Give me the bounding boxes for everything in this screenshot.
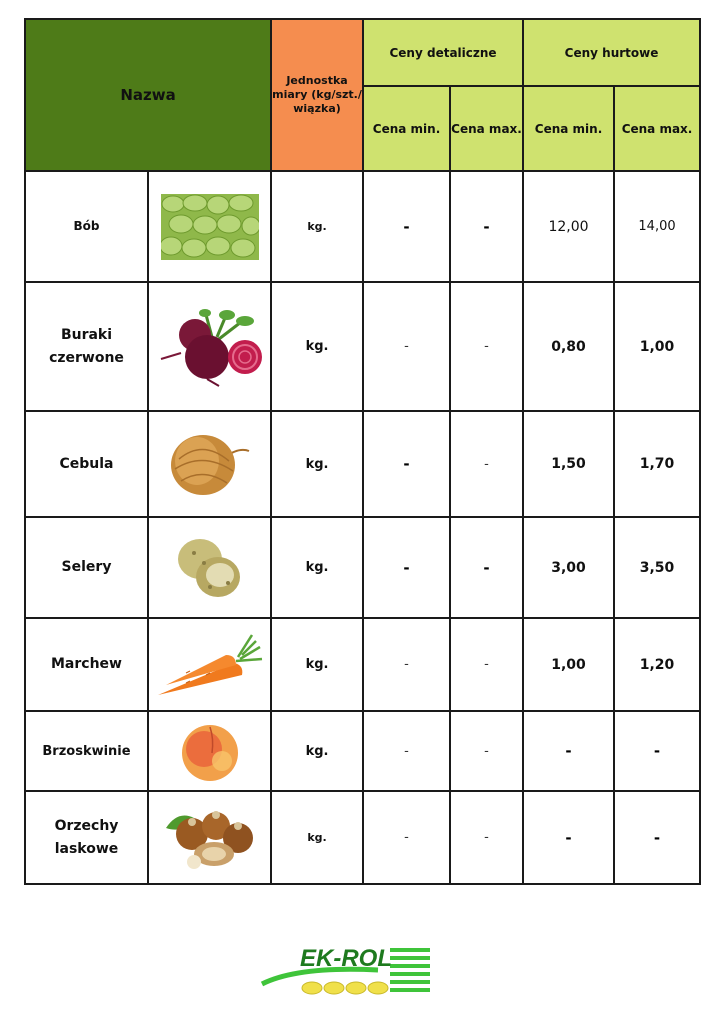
wholesale-max-header: Cena max. bbox=[613, 85, 702, 172]
unit-value: kg. bbox=[270, 710, 365, 792]
retail-max-value: - bbox=[449, 710, 525, 792]
unit-value: kg. bbox=[270, 516, 365, 619]
name-header: Nazwa bbox=[23, 18, 273, 172]
carrot-icon bbox=[146, 617, 273, 712]
product-name: Orzechy laskowe bbox=[24, 790, 149, 885]
retail-max-value: - bbox=[449, 281, 525, 412]
table-row: Orzechy laskowe kg. - - - - bbox=[24, 790, 702, 885]
table-row: Buraki czerwone kg. - - 0,80 1,00 bbox=[24, 281, 702, 412]
peach-icon bbox=[146, 710, 273, 792]
wholesale-max-value: - bbox=[613, 790, 702, 885]
wholesale-max-value: - bbox=[613, 710, 702, 792]
retail-max-value: - bbox=[449, 410, 525, 518]
table-row: Marchew kg. - - 1,00 1,20 bbox=[24, 617, 702, 712]
hazelnut-icon bbox=[146, 790, 273, 885]
celeriac-icon bbox=[146, 516, 273, 619]
wholesale-min-value: 12,00 bbox=[522, 170, 616, 283]
retail-max-header: Cena max. bbox=[449, 85, 525, 172]
wholesale-max-value: 14,00 bbox=[613, 170, 702, 283]
table-row: Selery kg. - - 3,00 3,50 bbox=[24, 516, 702, 619]
product-name: Buraki czerwone bbox=[24, 281, 149, 412]
beetroot-icon bbox=[146, 281, 273, 412]
retail-min-value: - bbox=[362, 516, 452, 619]
wholesale-min-value: - bbox=[522, 710, 616, 792]
retail-min-value: - bbox=[362, 281, 452, 412]
wholesale-max-value: 1,20 bbox=[613, 617, 702, 712]
wholesale-min-header: Cena min. bbox=[522, 85, 616, 172]
retail-max-value: - bbox=[449, 516, 525, 619]
unit-header: Jednostka miary (kg/szt./ wiązka) bbox=[270, 18, 365, 172]
retail-max-value: - bbox=[449, 617, 525, 712]
price-table: Nazwa Jednostka miary (kg/szt./ wiązka) … bbox=[23, 18, 702, 885]
wholesale-min-value: 0,80 bbox=[522, 281, 616, 412]
wholesale-max-value: 1,70 bbox=[613, 410, 702, 518]
wholesale-prices-header: Ceny hurtowe bbox=[522, 18, 702, 87]
wholesale-min-value: - bbox=[522, 790, 616, 885]
retail-min-value: - bbox=[362, 790, 452, 885]
wholesale-min-value: 1,50 bbox=[522, 410, 616, 518]
unit-value: kg. bbox=[270, 790, 365, 885]
logo-text: EK-ROL bbox=[300, 945, 392, 972]
retail-prices-header: Ceny detaliczne bbox=[362, 18, 525, 87]
product-name: Marchew bbox=[24, 617, 149, 712]
wholesale-min-value: 1,00 bbox=[522, 617, 616, 712]
table-row: Bób kg. - - 12,00 14,00 bbox=[24, 170, 702, 283]
wholesale-min-value: 3,00 bbox=[522, 516, 616, 619]
table-row: Cebula kg. - - 1,50 1,70 bbox=[24, 410, 702, 518]
unit-value: kg. bbox=[270, 281, 365, 412]
product-name: Brzoskwinie bbox=[24, 710, 149, 792]
retail-min-value: - bbox=[362, 710, 452, 792]
ek-rol-logo: EK-ROL bbox=[258, 940, 434, 1000]
product-name: Bób bbox=[24, 170, 149, 283]
retail-min-value: - bbox=[362, 170, 452, 283]
retail-min-value: - bbox=[362, 617, 452, 712]
retail-max-value: - bbox=[449, 170, 525, 283]
retail-min-value: - bbox=[362, 410, 452, 518]
broad-beans-icon bbox=[146, 170, 273, 283]
table-row: Brzoskwinie kg. - - - - bbox=[24, 710, 702, 792]
unit-value: kg. bbox=[270, 617, 365, 712]
wholesale-max-value: 3,50 bbox=[613, 516, 702, 619]
unit-value: kg. bbox=[270, 410, 365, 518]
product-name: Selery bbox=[24, 516, 149, 619]
retail-max-value: - bbox=[449, 790, 525, 885]
onion-icon bbox=[146, 410, 273, 518]
product-name: Cebula bbox=[24, 410, 149, 518]
wholesale-max-value: 1,00 bbox=[613, 281, 702, 412]
retail-min-header: Cena min. bbox=[362, 85, 452, 172]
unit-value: kg. bbox=[270, 170, 365, 283]
